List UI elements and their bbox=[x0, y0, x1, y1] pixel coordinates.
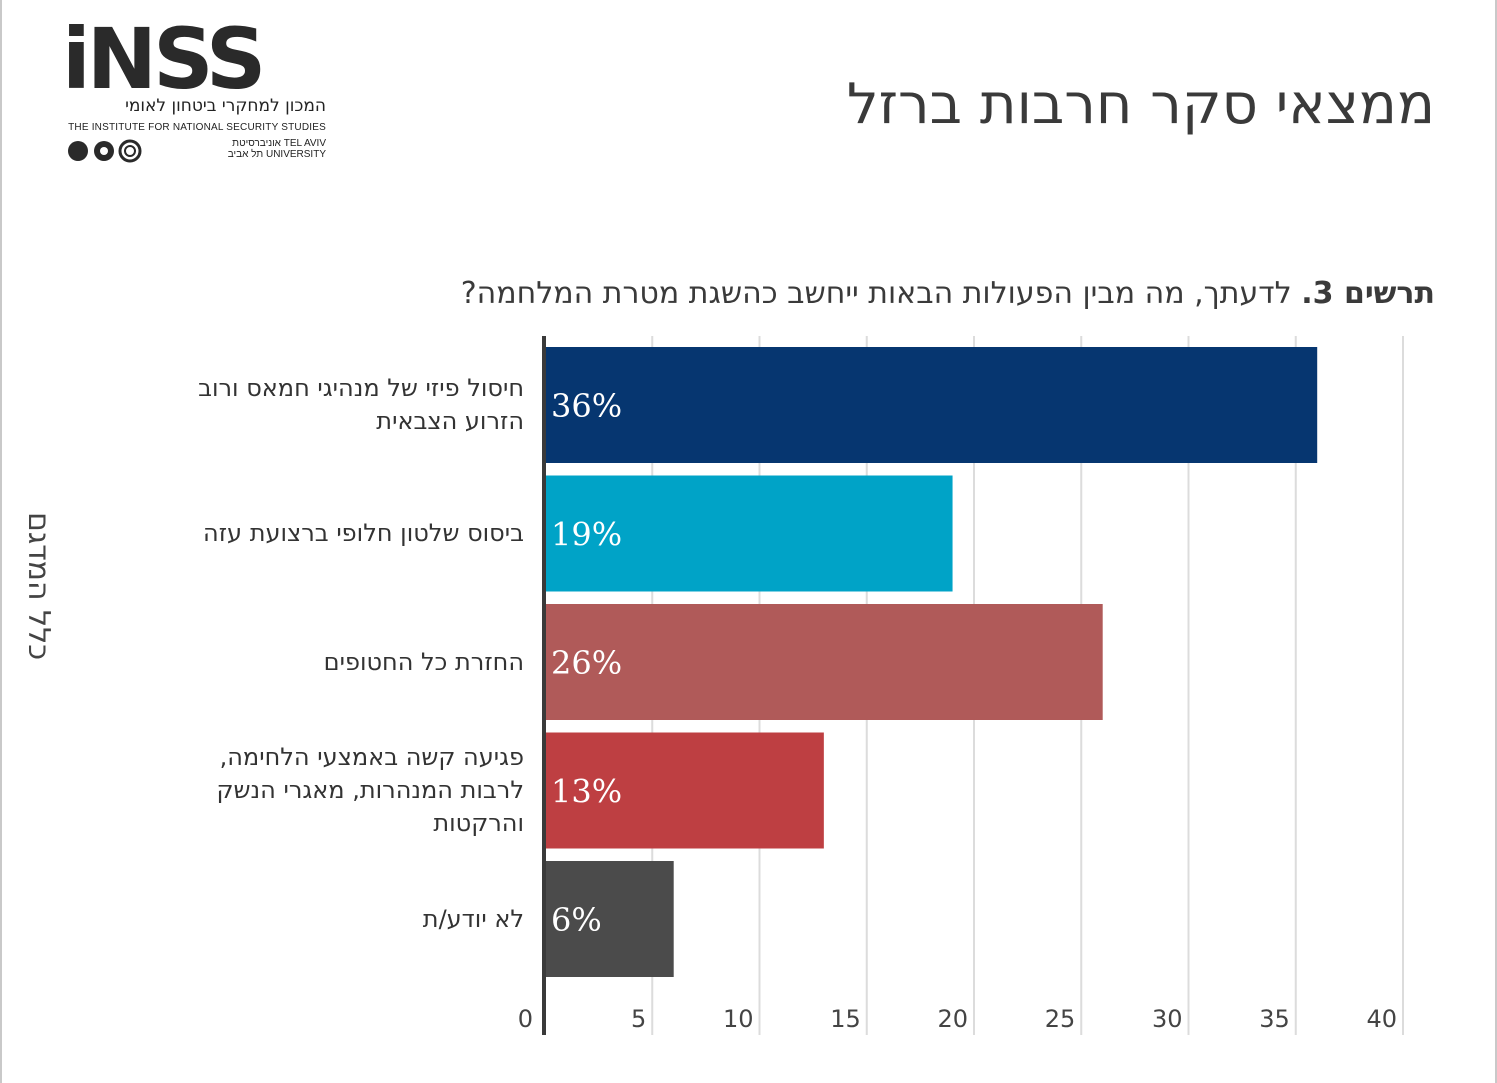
bar bbox=[545, 347, 1318, 463]
bar-value-label: 26% bbox=[551, 644, 622, 682]
x-tick-label: 15 bbox=[830, 1005, 861, 1033]
x-tick-label: 0 bbox=[518, 1005, 533, 1033]
x-tick-label: 35 bbox=[1259, 1005, 1290, 1033]
category-label: ביסוס שלטון חלופי ברצועת עזה bbox=[104, 517, 524, 550]
logo-university: אוניברסיטת TEL AVIV תל אביב UNIVERSITY bbox=[206, 138, 326, 160]
svg-text:iNSS: iNSS bbox=[62, 18, 262, 98]
category-label-line: חיסול פיזי של מנהיגי חמאס ורוב bbox=[198, 374, 524, 402]
x-tick-label: 25 bbox=[1045, 1005, 1076, 1033]
x-tick-label: 5 bbox=[631, 1005, 646, 1033]
category-label-line: לא יודע/ת bbox=[422, 904, 524, 933]
chart-question: לדעתך, מה מבין הפעולות הבאות ייחשב כהשגת… bbox=[460, 276, 1302, 311]
logo-circles-icon bbox=[68, 139, 142, 163]
bar-value-label: 19% bbox=[551, 516, 622, 554]
category-label-line: ביסוס שלטון חלופי ברצועת עזה bbox=[203, 519, 524, 547]
x-tick-label: 40 bbox=[1366, 1005, 1397, 1033]
logo-hebrew-name: המכון למחקרי ביטחון לאומי bbox=[125, 96, 326, 116]
bar-value-label: 36% bbox=[551, 387, 622, 425]
inss-wordmark-icon: iNSS bbox=[62, 10, 266, 108]
category-label-line: והרקטות bbox=[433, 809, 524, 837]
logo-english-name: THE INSTITUTE FOR NATIONAL SECURITY STUD… bbox=[68, 122, 326, 133]
category-label-line: החזרת כל החטופים bbox=[323, 647, 524, 676]
category-label: פגיעה קשה באמצעי הלחימה, לרבות המנהרות, מ… bbox=[104, 741, 525, 840]
category-label: לא יודע/ת bbox=[104, 903, 524, 936]
logo-university-line2: תל אביב UNIVERSITY bbox=[227, 149, 326, 160]
category-label-line: פגיעה קשה באמצעי הלחימה, bbox=[219, 743, 524, 771]
bar bbox=[545, 732, 824, 849]
bar bbox=[545, 861, 674, 977]
category-label-line: לרבות המנהרות, מאגרי הנשק bbox=[216, 776, 525, 804]
category-label: החזרת כל החטופים bbox=[104, 646, 524, 679]
bar-value-label: 6% bbox=[551, 901, 602, 939]
bar bbox=[545, 475, 953, 592]
chart-heading: תרשים 3. לדעתך, מה מבין הפעולות הבאות יי… bbox=[461, 276, 1435, 311]
y-axis-group-label: כלל המדגם bbox=[21, 511, 56, 660]
x-tick-label: 20 bbox=[937, 1005, 968, 1033]
category-label-line: הזרוע הצבאית bbox=[376, 407, 524, 435]
bar-value-label: 13% bbox=[551, 773, 622, 811]
x-tick-label: 30 bbox=[1152, 1005, 1183, 1033]
chart-number: תרשים 3. bbox=[1301, 276, 1435, 311]
inss-logo: iNSS המכון למחקרי ביטחון לאומי THE INSTI… bbox=[56, 10, 328, 166]
bar bbox=[545, 604, 1103, 720]
category-label: חיסול פיזי של מנהיגי חמאס ורוב הזרוע הצבא… bbox=[104, 372, 524, 438]
x-tick-label: 10 bbox=[723, 1005, 754, 1033]
logo-university-line1: אוניברסיטת TEL AVIV bbox=[232, 138, 326, 149]
page-title: ממצאי סקר חרבות ברזל bbox=[846, 72, 1435, 137]
